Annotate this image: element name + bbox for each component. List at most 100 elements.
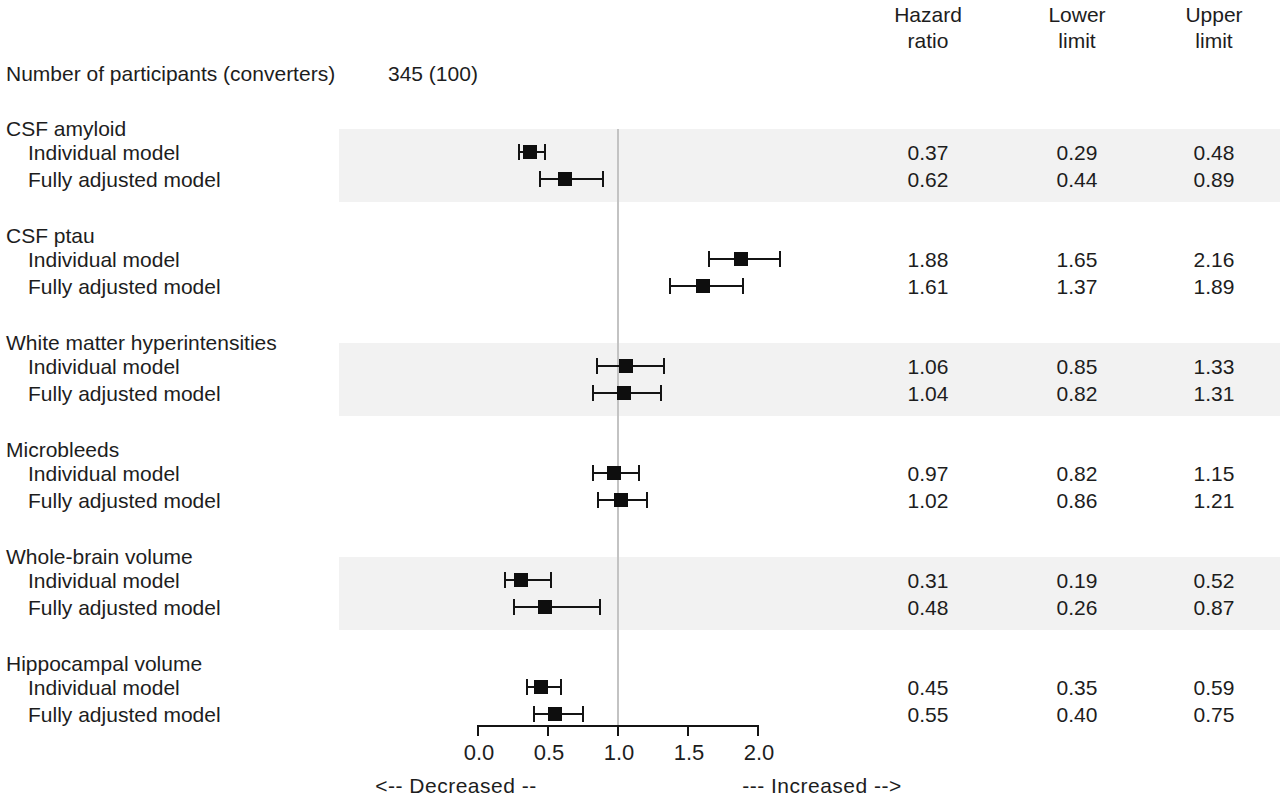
axis-tick-label: 1.0 [604,740,635,766]
error-bar-cap [596,358,598,374]
lower-value: 1.65 [1057,247,1098,272]
lower-value: 0.44 [1057,167,1098,192]
error-bar-cap [518,144,520,160]
error-bar-cap [708,251,710,267]
axis-tick [687,725,689,736]
axis-tick [617,725,619,736]
upper-value: 0.89 [1194,167,1235,192]
upper-value: 1.89 [1194,274,1235,299]
model-label: Fully adjusted model [28,167,221,192]
column-header-lower-limit: Lower limit [1048,2,1105,54]
lower-value: 0.86 [1057,488,1098,513]
hr-value: 0.48 [908,595,949,620]
axis-tick-label: 2.0 [744,740,775,766]
group-label: Hippocampal volume [6,651,202,676]
participants-value: 345 (100) [388,61,478,86]
upper-value: 1.21 [1194,488,1235,513]
group-band [339,129,1280,202]
error-bar-cap [544,144,546,160]
model-label: Individual model [28,568,180,593]
lower-value: 0.82 [1057,461,1098,486]
header-line: limit [1185,28,1242,54]
lower-value: 0.29 [1057,140,1098,165]
group-band [339,557,1280,630]
hr-value: 1.04 [908,381,949,406]
hr-marker [558,172,572,186]
hr-marker [523,145,537,159]
hr-value: 0.37 [908,140,949,165]
hr-marker [548,707,562,721]
lower-value: 0.19 [1057,568,1098,593]
hr-marker [734,252,748,266]
error-bar-cap [646,492,648,508]
error-bar-cap [669,278,671,294]
model-label: Fully adjusted model [28,488,221,513]
error-bar-cap [742,278,744,294]
header-line: Hazard [894,2,962,28]
hr-value: 0.45 [908,675,949,700]
error-bar-cap [560,679,562,695]
model-label: Fully adjusted model [28,274,221,299]
lower-value: 0.85 [1057,354,1098,379]
hr-value: 1.88 [908,247,949,272]
error-bar-cap [599,599,601,615]
header-line: limit [1048,28,1105,54]
hr-marker [534,680,548,694]
error-bar-cap [663,358,665,374]
error-bar-line [514,606,599,608]
hr-value: 0.97 [908,461,949,486]
hr-marker [514,573,528,587]
model-label: Individual model [28,247,180,272]
model-label: Individual model [28,140,180,165]
lower-value: 1.37 [1057,274,1098,299]
upper-value: 1.15 [1194,461,1235,486]
group-label: White matter hyperintensities [6,330,277,355]
header-line: ratio [894,28,962,54]
legend-decreased: <-- Decreased -- [375,774,536,798]
axis-tick [547,725,549,736]
hr-marker [538,600,552,614]
model-label: Fully adjusted model [28,702,221,727]
upper-value: 0.48 [1194,140,1235,165]
upper-value: 1.31 [1194,381,1235,406]
error-bar-cap [504,572,506,588]
hr-value: 0.31 [908,568,949,593]
axis-tick-label: 0.0 [464,740,495,766]
upper-value: 0.75 [1194,702,1235,727]
axis-tick [477,725,479,736]
lower-value: 0.82 [1057,381,1098,406]
forest-plot-figure: Hazard ratio Lower limit Upper limit Num… [0,0,1280,808]
axis-tick-label: 0.5 [534,740,565,766]
hr-marker [617,386,631,400]
header-line: Lower [1048,2,1105,28]
upper-value: 0.87 [1194,595,1235,620]
axis-tick-label: 1.5 [674,740,705,766]
error-bar-cap [526,679,528,695]
hr-value: 0.55 [908,702,949,727]
ref-line [617,129,619,726]
hr-marker [619,359,633,373]
error-bar-cap [513,599,515,615]
hr-marker [614,493,628,507]
upper-value: 1.33 [1194,354,1235,379]
model-label: Individual model [28,675,180,700]
group-label: Microbleeds [6,437,119,462]
model-label: Fully adjusted model [28,595,221,620]
upper-value: 2.16 [1194,247,1235,272]
column-header-upper-limit: Upper limit [1185,2,1242,54]
hr-marker [696,279,710,293]
model-label: Fully adjusted model [28,381,221,406]
error-bar-cap [597,492,599,508]
error-bar-cap [592,385,594,401]
error-bar-cap [550,572,552,588]
error-bar-cap [638,465,640,481]
participants-label: Number of participants (converters) [6,61,335,86]
upper-value: 0.52 [1194,568,1235,593]
error-bar-cap [660,385,662,401]
model-label: Individual model [28,461,180,486]
group-label: CSF amyloid [6,116,126,141]
group-band [339,343,1280,416]
hr-value: 1.61 [908,274,949,299]
error-bar-cap [582,706,584,722]
model-label: Individual model [28,354,180,379]
